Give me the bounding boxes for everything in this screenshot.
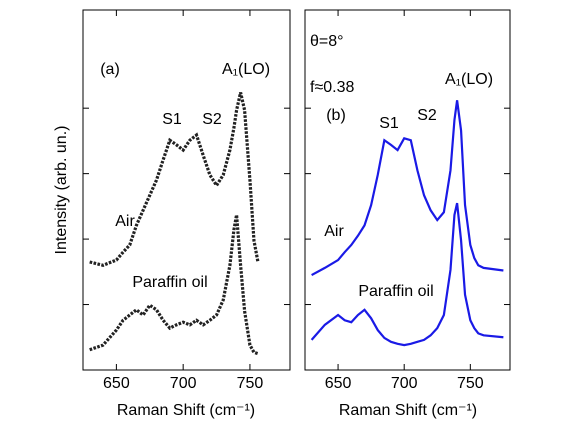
plot-frame: [82, 9, 291, 371]
x-tick-label: 700: [170, 375, 197, 392]
annotation: Paraffin oil: [132, 274, 207, 291]
series-line: [89, 92, 260, 267]
panel-label: (b): [326, 107, 346, 124]
y-axis-label: Intensity (arb. un.): [53, 126, 70, 255]
annotation: θ=8°: [310, 33, 344, 50]
annotation: S2: [202, 111, 222, 128]
x-tick-label: 650: [325, 375, 352, 392]
series-line: [310, 202, 504, 347]
annotation: A₁(LO): [445, 71, 493, 88]
annotation: Paraffin oil: [358, 283, 433, 300]
series-line: [89, 214, 259, 356]
annotation: S1: [162, 111, 182, 128]
panel-label: (a): [100, 61, 120, 78]
x-tick-label: 750: [457, 375, 484, 392]
series-line: [311, 100, 504, 277]
x-axis-label: Raman Shift (cm⁻¹): [117, 402, 255, 419]
annotation: Air: [115, 213, 135, 230]
x-tick-label: 700: [391, 375, 418, 392]
annotation: Air: [324, 223, 344, 240]
x-tick-label: 750: [237, 375, 264, 392]
annotation: S1: [379, 115, 399, 132]
annotation: A₁(LO): [222, 61, 270, 78]
annotation: f≈0.38: [310, 79, 354, 96]
plot-frame: [304, 9, 511, 371]
x-tick-label: 650: [103, 375, 130, 392]
annotation: S2: [417, 107, 437, 124]
x-axis-label: Raman Shift (cm⁻¹): [339, 402, 477, 419]
